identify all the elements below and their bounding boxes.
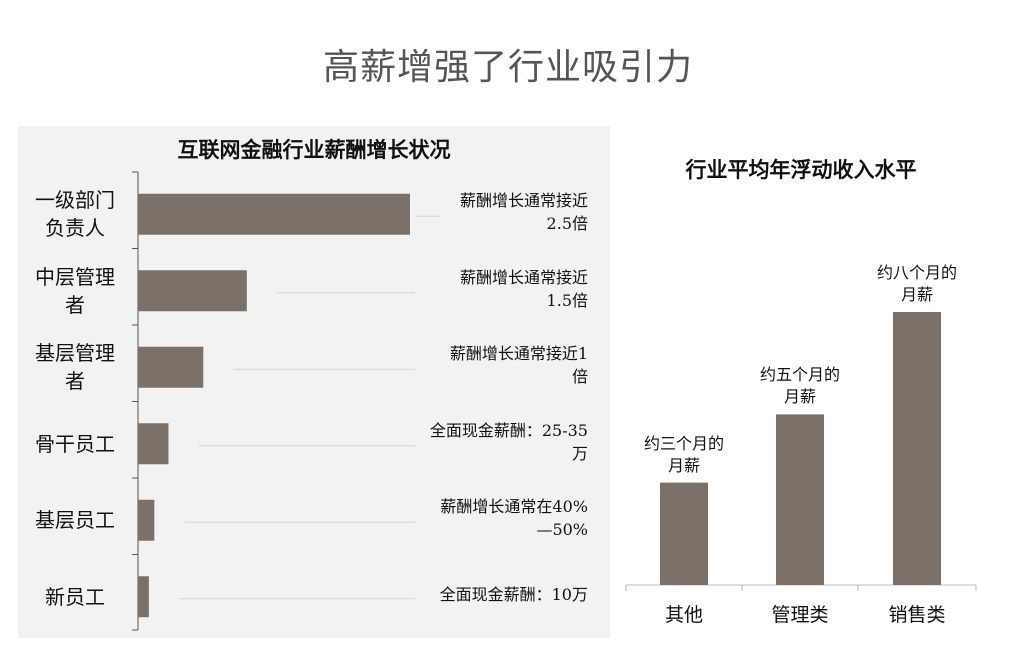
bar-annotation: 薪酬增长通常接近 2.5倍	[459, 191, 588, 234]
income-bar	[776, 414, 824, 585]
data-label: 约五个月的 月薪	[759, 365, 840, 407]
bar-annotation: 薪酬增长通常在40% —50%	[440, 497, 588, 540]
category-label: 基层员工	[35, 508, 115, 533]
salary-bar	[138, 499, 155, 541]
bar-annotation: 薪酬增长通常接近1 倍	[449, 344, 588, 387]
category-label: 基层管理 者	[35, 341, 115, 394]
bar-annotation: 薪酬增长通常接近 1.5倍	[459, 267, 588, 310]
salary-bar	[138, 270, 247, 312]
category-label: 新员工	[45, 584, 105, 609]
data-label: 约三个月的 月薪	[643, 433, 724, 475]
bonus-chart-title: 行业平均年浮动收入水平	[685, 158, 917, 182]
x-tick-label: 管理类	[771, 604, 829, 626]
income-bar	[893, 312, 941, 585]
category-label: 骨干员工	[35, 431, 115, 456]
category-label: 中层管理 者	[35, 264, 115, 317]
salary-bar	[138, 576, 149, 618]
x-tick-label: 销售类	[888, 604, 946, 626]
bar-annotation: 全面现金薪酬：25-35 万	[429, 420, 588, 463]
salary-bar	[138, 346, 204, 388]
income-bar	[660, 482, 708, 585]
salary-bar	[138, 193, 410, 235]
data-label: 约八个月的 月薪	[876, 263, 957, 304]
x-tick-label: 其他	[664, 604, 703, 626]
page-title: 高薪增强了行业吸引力	[322, 47, 693, 88]
bar-annotation: 全面现金薪酬：10万	[439, 585, 588, 605]
category-label: 一级部门 负责人	[35, 188, 115, 241]
salary-growth-chart-title: 互联网金融行业薪酬增长状况	[177, 138, 451, 162]
salary-bar	[138, 423, 169, 465]
